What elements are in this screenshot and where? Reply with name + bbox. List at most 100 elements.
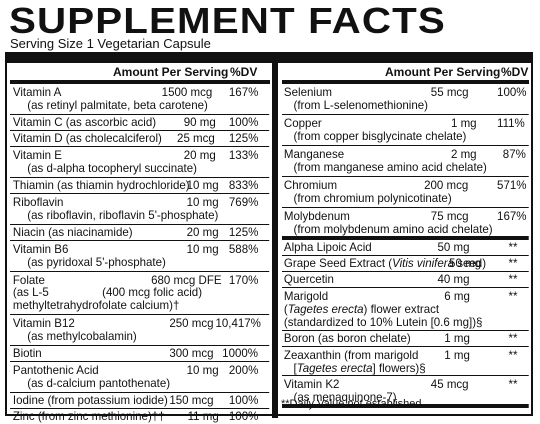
nutrient-amount: 1 mg [450, 116, 477, 130]
nutrient-name: Pantothenic Acid [12, 363, 99, 377]
nutrient-name: Vitamin K2 [283, 377, 340, 391]
nutrient-amount: 55 mcg [430, 85, 469, 99]
nutrient-amount: 1 mg [444, 348, 470, 362]
nutrient-dv: 125% [228, 225, 259, 239]
nutrient-source: (from chromium polynicotinate) [293, 191, 452, 205]
nutrient-dv: 100% [228, 393, 259, 407]
nutrient-dv: 588% [228, 242, 259, 256]
nutrient-dv: 87% [502, 147, 526, 161]
nutrient-dv: 170% [228, 273, 259, 287]
nutrient-dv: 167% [497, 209, 527, 223]
nutrient-source: (Tagetes erecta) flower extract [283, 302, 440, 316]
dv-header: %DV [501, 65, 529, 79]
table-row: Vitamin A (as retinyl palmitate, beta ca… [10, 84, 270, 115]
nutrient-name: Marigold [283, 289, 329, 303]
nutrient-dv: 100% [228, 409, 259, 423]
nutrient-amount: 75 mcg [430, 209, 469, 223]
nutrient-source: methyltetrahydrofolate calcium)† [12, 298, 180, 312]
nutrient-name: Molybdenum [283, 209, 350, 223]
nutrient-amount: 45 mcg [430, 377, 469, 391]
nutrient-name: Vitamin B6 [12, 242, 69, 256]
nutrient-amount: 11 mg [187, 409, 219, 423]
nutrient-name: Thiamin (as thiamin hydrochloride) [12, 178, 190, 192]
left-column: Amount Per Serving %DV Vitamin A (as ret… [10, 63, 270, 424]
table-row: Copper (from copper bisglycinate chelate… [282, 115, 529, 146]
nutrient-amount: 20 mg [183, 148, 216, 162]
right-column: Amount Per Serving %DV Selenium (from L-… [282, 63, 529, 408]
nutrient-amount: 150 mcg [169, 393, 214, 407]
left-column-header: Amount Per Serving %DV [10, 63, 270, 84]
nutrient-source: (as riboflavin, riboflavin 5'-phosphate) [27, 208, 219, 222]
nutrient-name: Zeaxanthin (from marigold [283, 348, 419, 362]
nutrient-dv: ** [508, 240, 518, 254]
nutrient-dv: 100% [497, 85, 527, 99]
nutrient-dv: 833% [228, 178, 259, 192]
nutrient-source: (as d-calcium pantothenate) [27, 376, 171, 390]
table-row: Niacin (as niacinamide) 20 mg 125% [10, 225, 270, 241]
amount-header: Amount Per Serving [385, 65, 501, 79]
nutrient-amount: 10 mg [186, 178, 219, 192]
table-row: Vitamin K2 (as menaquinone-7) 45 mcg ** [282, 376, 529, 408]
nutrient-name: Copper [283, 116, 322, 130]
table-row: Chromium (from chromium polynicotinate) … [282, 177, 529, 208]
nutrient-dv: 125% [228, 131, 259, 145]
nutrient-name: Alpha Lipoic Acid [283, 240, 372, 254]
nutrient-name: Vitamin B12 [12, 316, 75, 330]
nutrient-name: Vitamin D (as cholecalciferol) [12, 131, 162, 145]
nutrient-dv: 1000% [222, 346, 259, 360]
nutrient-source: (as pyridoxal 5'-phosphate) [27, 255, 166, 269]
top-rule [7, 54, 531, 63]
nutrient-name: Vitamin E [12, 148, 62, 162]
table-row: Thiamin (as thiamin hydrochloride) 10 mg… [10, 178, 270, 194]
table-row: Manganese (from manganese amino acid che… [282, 146, 529, 177]
nutrient-amount: 40 mg [437, 272, 470, 286]
nutrient-dv: 10,417% [215, 316, 261, 330]
amount-header: Amount Per Serving [113, 65, 229, 79]
nutrient-amount: 1500 mcg [161, 85, 213, 99]
table-row: Pantothenic Acid (as d-calcium pantothen… [10, 362, 270, 393]
nutrient-amount: 20 mg [186, 225, 219, 239]
nutrient-amount: 10 mg [186, 363, 219, 377]
nutrient-amount: 50 mg [437, 240, 470, 254]
nutrient-dv: ** [508, 289, 518, 303]
table-row: Zeaxanthin (from marigold [Tagetes erect… [282, 347, 529, 376]
nutrient-dv: 133% [228, 148, 259, 162]
nutrient-dv: 111% [497, 116, 525, 130]
nutrient-amount: 50 mg [449, 256, 482, 270]
nutrient-amount: 200 mcg [424, 178, 469, 192]
nutrient-amount: 90 mg [183, 115, 216, 129]
nutrient-dv: 100% [228, 115, 259, 129]
nutrient-amount: 250 mcg [169, 316, 214, 330]
nutrient-name: Manganese [283, 147, 345, 161]
nutrient-amount: 25 mcg [177, 131, 215, 145]
nutrient-amount: 6 mg [444, 289, 470, 303]
page-title: SUPPLEMENT FACTS [9, 0, 446, 41]
nutrient-amount: 10 mg [186, 242, 219, 256]
nutrient-source: (as methylcobalamin) [27, 329, 137, 343]
nutrient-name: Zinc (from zinc methionine)†† [12, 409, 165, 423]
nutrient-dv: ** [508, 348, 518, 362]
nutrient-name: Riboflavin [12, 195, 64, 209]
nutrient-name: Vitamin A [12, 85, 62, 99]
nutrient-source: (from L-selenomethionine) [293, 98, 428, 112]
nutrient-source: [Tagetes erecta] flowers)§ [293, 361, 426, 375]
nutrient-name: Quercetin [283, 272, 334, 286]
column-divider [272, 63, 278, 418]
table-row: Selenium (from L-selenomethionine) 55 mc… [282, 84, 529, 115]
nutrient-name: Chromium [283, 178, 338, 192]
right-column-header: Amount Per Serving %DV [282, 63, 529, 84]
nutrient-dv: ** [508, 272, 518, 286]
nutrient-dv: 571% [497, 178, 527, 192]
table-row: Iodine (from potassium iodide) 150 mcg 1… [10, 393, 270, 409]
nutrient-name: Vitamin C (as ascorbic acid) [12, 115, 157, 129]
nutrient-dv: ** [508, 377, 518, 391]
table-row: Grape Seed Extract (Vitis vinifera seed)… [282, 256, 529, 272]
nutrient-source: (from copper bisglycinate chelate) [293, 129, 467, 143]
table-row: Vitamin C (as ascorbic acid) 90 mg 100% [10, 115, 270, 131]
table-row: Alpha Lipoic Acid 50 mg ** [282, 240, 529, 256]
nutrient-amount: 2 mg [450, 147, 477, 161]
nutrient-amount: 300 mcg [169, 346, 214, 360]
nutrient-dv: 167% [228, 85, 259, 99]
dv-header: %DV [230, 65, 258, 79]
table-row: Molybdenum (from molybdenum amino acid c… [282, 208, 529, 240]
